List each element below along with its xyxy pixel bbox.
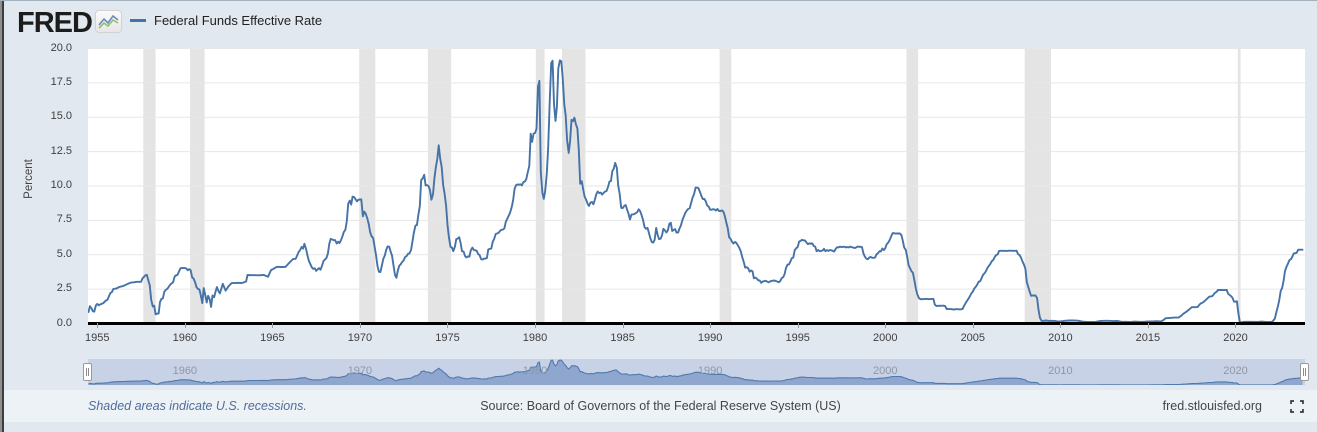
x-axis-label: 2020 bbox=[1223, 332, 1248, 344]
range-year-label: 2010 bbox=[1048, 365, 1073, 377]
y-axis-label: 5.0 bbox=[56, 247, 72, 260]
x-axis-tick bbox=[1060, 323, 1062, 328]
range-line bbox=[88, 359, 1303, 385]
x-axis-label: 1970 bbox=[347, 332, 373, 344]
range-year-label: 2000 bbox=[873, 365, 898, 377]
fullscreen-icon[interactable] bbox=[1290, 400, 1304, 413]
x-axis-tick bbox=[359, 323, 361, 328]
window-edge-inner bbox=[2, 1, 4, 432]
legend-series-label: Federal Funds Effective Rate bbox=[154, 13, 323, 28]
y-axis-title: Percent bbox=[23, 159, 35, 199]
x-axis-label: 1955 bbox=[85, 332, 110, 344]
x-axis-tick bbox=[97, 323, 99, 328]
x-axis-line bbox=[88, 322, 1305, 325]
sparkline-icon bbox=[98, 14, 119, 29]
plot-area[interactable] bbox=[88, 48, 1305, 323]
range-year-label: 2020 bbox=[1223, 365, 1248, 377]
x-axis-tick bbox=[272, 323, 274, 328]
y-axis-label: 15.0 bbox=[50, 110, 72, 123]
y-axis-label: 2.5 bbox=[56, 282, 72, 295]
x-axis-tick bbox=[622, 323, 624, 328]
fred-logo-chart-icon[interactable] bbox=[95, 10, 122, 33]
x-axis-tick bbox=[1235, 323, 1237, 328]
x-axis-label: 2015 bbox=[1135, 332, 1161, 344]
range-selector-svg bbox=[88, 359, 1303, 385]
range-year-label: 1990 bbox=[697, 365, 723, 377]
y-axis-label: 10.0 bbox=[50, 179, 72, 191]
x-axis-label: 2005 bbox=[960, 332, 986, 344]
legend-line-swatch bbox=[130, 19, 146, 22]
y-axis-label: 7.5 bbox=[56, 213, 72, 226]
source-text: Source: Board of Governors of the Federa… bbox=[480, 399, 841, 413]
range-handle-left[interactable] bbox=[83, 363, 92, 381]
main-chart-svg bbox=[88, 48, 1305, 323]
x-axis-label: 1985 bbox=[610, 332, 635, 344]
range-year-label: 1970 bbox=[347, 365, 373, 377]
site-link[interactable]: fred.stlouisfed.org bbox=[1162, 399, 1262, 413]
x-axis-tick bbox=[184, 323, 186, 328]
recession-note: Shaded areas indicate U.S. recessions. bbox=[88, 399, 307, 413]
y-axis-label: 12.5 bbox=[50, 144, 72, 157]
fred-logo[interactable]: FRED bbox=[17, 7, 93, 39]
y-axis: 0.0 2.5 5.0 7.5 10.0 12.5 15.0 17.5 20.0 bbox=[38, 42, 80, 329]
range-selector-track[interactable] bbox=[88, 359, 1305, 385]
window-edge bbox=[0, 1, 2, 432]
series-line bbox=[88, 59, 1304, 323]
x-axis-tick bbox=[447, 323, 449, 328]
x-axis-tick bbox=[535, 323, 537, 328]
x-axis-label: 2000 bbox=[873, 332, 898, 344]
chart-legend: Federal Funds Effective Rate bbox=[130, 13, 322, 28]
range-year-label: 1960 bbox=[172, 365, 198, 377]
x-axis-label: 2010 bbox=[1048, 332, 1073, 344]
x-axis-label: 1965 bbox=[260, 332, 285, 344]
x-axis-label: 1995 bbox=[785, 332, 810, 344]
x-axis-tick bbox=[1147, 323, 1149, 328]
x-axis-label: 1990 bbox=[697, 332, 723, 344]
x-axis-tick bbox=[710, 323, 712, 328]
x-axis-label: 1980 bbox=[522, 332, 548, 344]
x-axis-tick bbox=[972, 323, 974, 328]
y-axis-label: 17.5 bbox=[50, 75, 72, 88]
x-axis-tick bbox=[797, 323, 799, 328]
y-axis-label: 20.0 bbox=[50, 41, 72, 54]
range-year-label: 1980 bbox=[522, 365, 548, 377]
x-axis-label: 1975 bbox=[435, 332, 460, 344]
range-handle-right[interactable] bbox=[1300, 363, 1309, 381]
x-axis-label: 1960 bbox=[172, 332, 198, 344]
y-axis-label: 0.0 bbox=[56, 316, 72, 329]
footer-bar: Shaded areas indicate U.S. recessions. S… bbox=[4, 390, 1317, 422]
x-axis-tick bbox=[885, 323, 887, 328]
